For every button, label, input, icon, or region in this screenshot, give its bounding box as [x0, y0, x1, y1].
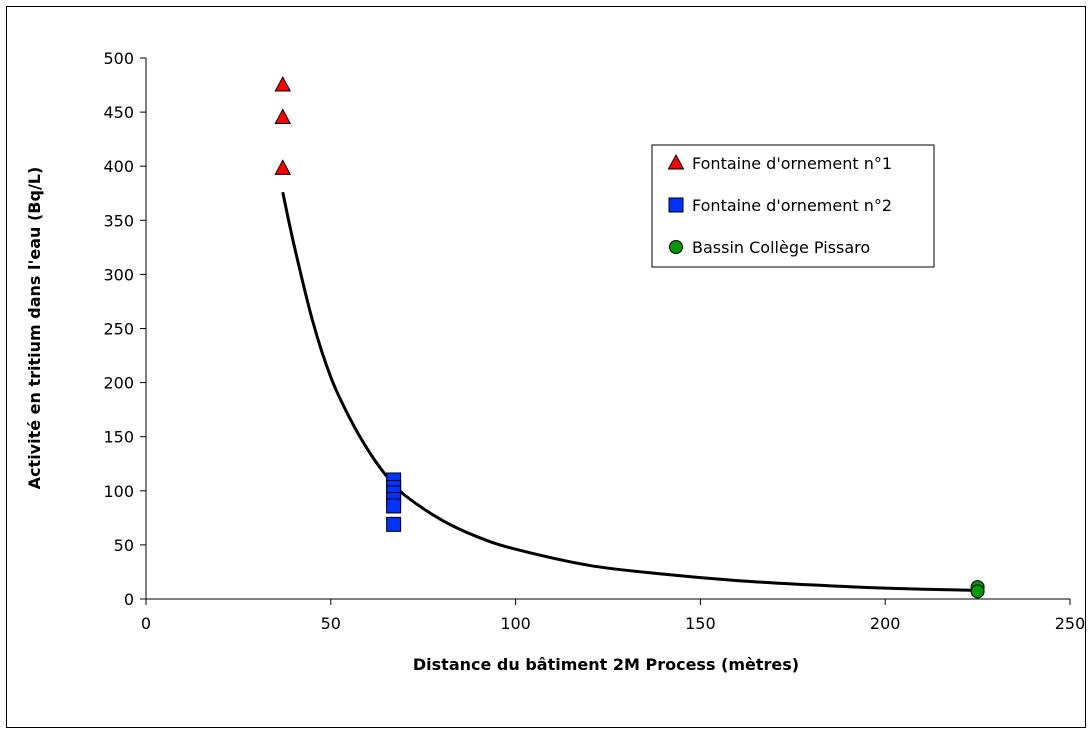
- chart-frame: [6, 6, 1086, 728]
- legend-marker-3: [669, 240, 683, 254]
- legend: Fontaine d'ornement n°1 Fontaine d'orneme…: [651, 144, 935, 268]
- legend-label-2: Fontaine d'ornement n°2: [692, 196, 892, 215]
- y-tick-label-5: 250: [103, 320, 134, 339]
- y-tick-label-7: 350: [103, 211, 134, 230]
- legend-marker-2: [668, 197, 684, 213]
- axes: 0 50 100 150 200 250 300 350 400 450 500 0 50 100 150 2…: [103, 49, 1085, 633]
- y-tick-label-4: 200: [103, 374, 134, 393]
- series-2-point-5: [386, 498, 402, 514]
- y-axis-title: Activité en tritium dans l'eau (Bq/L): [25, 167, 44, 490]
- y-tick-label-6: 300: [103, 265, 134, 284]
- series-1-point-3: [274, 159, 292, 175]
- x-axis-title: Distance du bâtiment 2M Process (mètres): [413, 655, 799, 674]
- legend-label-1: Fontaine d'ornement n°1: [692, 154, 892, 173]
- y-tick-label-2: 100: [103, 482, 134, 501]
- y-tick-label-0: 0: [124, 590, 134, 609]
- y-tick-label-8: 400: [103, 157, 134, 176]
- data-points: [274, 75, 985, 599]
- x-tick-label-3: 150: [685, 614, 716, 633]
- x-tick-label-4: 200: [870, 614, 901, 633]
- y-tick-label-9: 450: [103, 103, 134, 122]
- legend-label-3: Bassin Collège Pissaro: [692, 238, 870, 257]
- y-tick-label-1: 50: [114, 536, 134, 555]
- y-tick-label-3: 150: [103, 428, 134, 447]
- series-1-point-1: [274, 75, 292, 92]
- legend-box: [651, 144, 935, 268]
- trend-line-group: [281, 191, 978, 592]
- trend-line: [281, 191, 978, 592]
- series-1-point-2: [274, 108, 292, 125]
- y-tick-label-10: 500: [103, 49, 134, 68]
- x-tick-label-0: 0: [141, 614, 151, 633]
- x-tick-label-1: 50: [321, 614, 341, 633]
- x-tick-label-2: 100: [500, 614, 531, 633]
- series-2-point-6: [386, 516, 402, 532]
- series-3-point-2: [970, 584, 985, 599]
- legend-marker-1: [667, 153, 685, 170]
- x-tick-label-5: 250: [1055, 614, 1086, 633]
